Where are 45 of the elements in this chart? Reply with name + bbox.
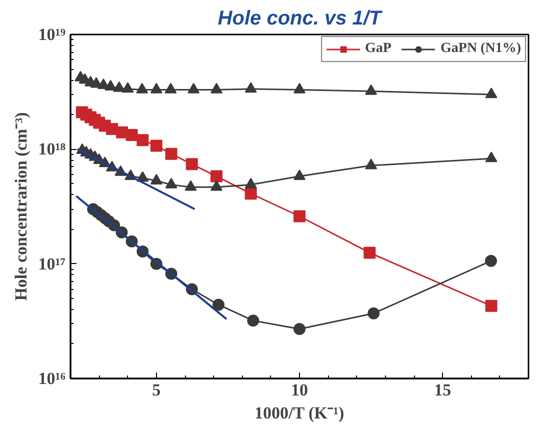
point bbox=[485, 254, 497, 267]
point bbox=[150, 82, 162, 94]
point bbox=[365, 158, 378, 170]
point bbox=[365, 84, 378, 95]
y-tick-label: 10¹⁸ bbox=[38, 140, 66, 159]
point bbox=[364, 246, 376, 259]
point bbox=[164, 82, 177, 94]
point bbox=[294, 323, 306, 336]
point bbox=[210, 170, 222, 182]
point bbox=[150, 140, 162, 152]
point bbox=[485, 300, 498, 312]
y-axis-title: Hole concentrarion (cm⁻³) bbox=[11, 112, 30, 301]
point bbox=[244, 188, 257, 200]
point bbox=[244, 82, 257, 93]
chart-title: Hole conc. vs 1/T bbox=[218, 8, 383, 30]
x-tick-label: 5 bbox=[152, 380, 161, 400]
point bbox=[294, 169, 306, 180]
point bbox=[247, 314, 260, 327]
point bbox=[210, 180, 222, 191]
point bbox=[188, 82, 200, 94]
legend-label: GaP bbox=[365, 41, 392, 57]
legend-label: GaPN (N1%) bbox=[440, 41, 521, 57]
x-tick-label: 10 bbox=[291, 380, 308, 400]
point bbox=[122, 82, 134, 93]
point bbox=[184, 180, 197, 191]
point bbox=[294, 82, 306, 94]
point bbox=[165, 148, 178, 160]
y-tick-label: 10¹⁹ bbox=[38, 25, 66, 44]
x-axis-title: 1000/T (K⁻¹) bbox=[254, 404, 344, 422]
point bbox=[294, 210, 306, 222]
point bbox=[136, 134, 149, 146]
point bbox=[186, 158, 198, 170]
point bbox=[210, 82, 222, 94]
point bbox=[165, 178, 178, 188]
y-tick-label: 10¹⁷ bbox=[38, 254, 66, 274]
point bbox=[212, 298, 224, 311]
x-tick-label: 15 bbox=[434, 380, 452, 400]
point bbox=[368, 307, 380, 320]
point bbox=[126, 128, 138, 141]
point bbox=[485, 152, 498, 162]
y-tick-label: 10¹⁶ bbox=[38, 369, 66, 388]
point bbox=[485, 88, 498, 98]
point bbox=[136, 82, 148, 94]
point bbox=[244, 178, 257, 188]
point bbox=[150, 174, 162, 184]
